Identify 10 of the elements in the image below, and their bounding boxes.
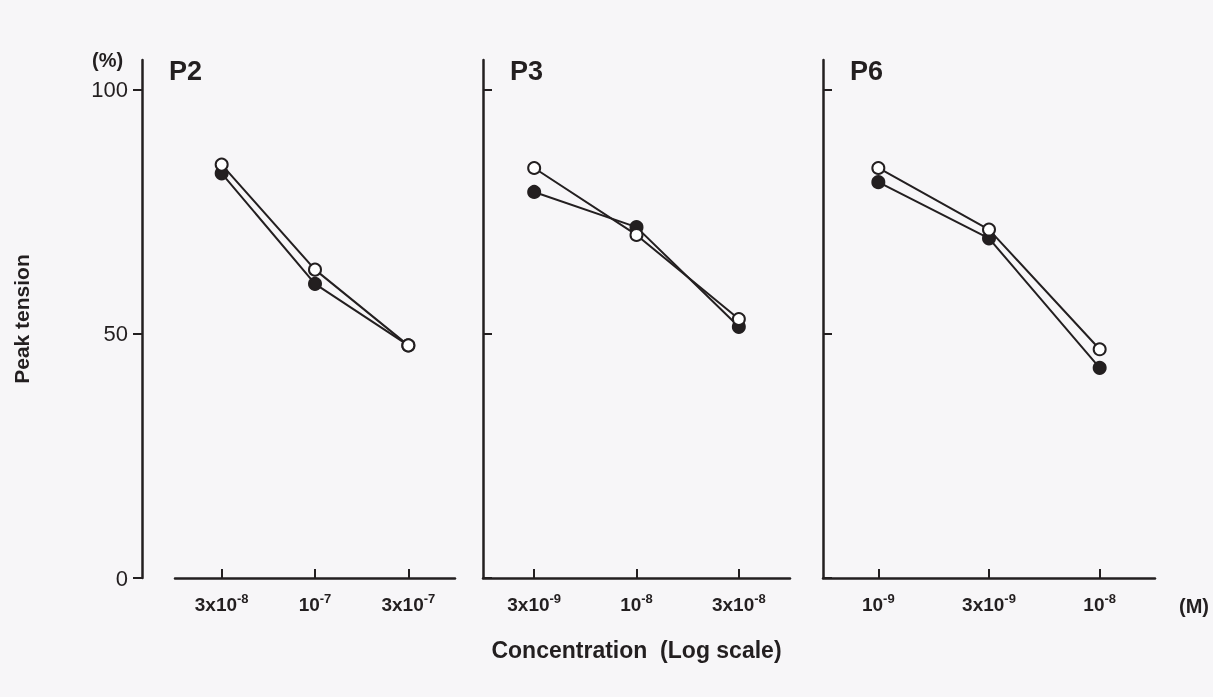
chart-title: P3 bbox=[510, 55, 544, 86]
y-tick-label: 100 bbox=[91, 76, 128, 102]
text: (%) bbox=[92, 49, 124, 71]
chart-title: P6 bbox=[850, 55, 884, 86]
text: (M) bbox=[1179, 595, 1209, 617]
y-tick-label: 50 bbox=[103, 321, 128, 347]
y-tick-label: 0 bbox=[115, 565, 128, 591]
y-axis-title: Peak tension bbox=[10, 254, 33, 384]
chart-title: P2 bbox=[169, 55, 203, 86]
x-axis-title: Concentration (Log scale) bbox=[491, 636, 782, 663]
